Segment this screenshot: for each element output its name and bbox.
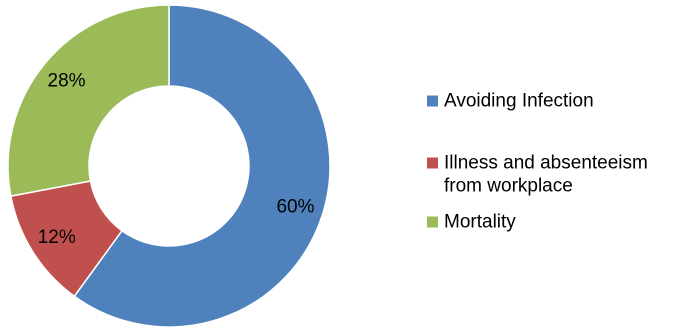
slices-layer	[7, 4, 331, 328]
legend-label-avoiding-infection: Avoiding Infection	[444, 91, 594, 112]
data-labels-layer: 60% 12% 28%	[38, 71, 315, 248]
slice-mortality	[7, 4, 170, 198]
legend-marker-mortality	[427, 216, 438, 228]
legend-label-illness-and-absenteeism-from-workplace-line-1: Illness and absenteeism	[444, 153, 648, 174]
legend-marker-illness-and-absenteeism-from-workplace	[427, 157, 438, 169]
legend-item-mortality: Mortality	[427, 212, 516, 233]
legend-label-illness-and-absenteeism-from-workplace-line-2: from workplace	[444, 176, 573, 197]
legend-label-mortality: Mortality	[444, 212, 516, 233]
data-label-illness-and-absenteeism-from-workplace: 12%	[38, 227, 76, 248]
slice-avoiding-infection	[73, 4, 331, 328]
data-label-mortality: 28%	[48, 71, 86, 92]
legend-item-avoiding-infection: Avoiding Infection	[427, 91, 594, 112]
legend-marker-avoiding-infection	[427, 95, 438, 107]
data-label-avoiding-infection: 60%	[276, 197, 314, 218]
legend: Avoiding Infection Illness and absenteeis…	[427, 91, 648, 233]
